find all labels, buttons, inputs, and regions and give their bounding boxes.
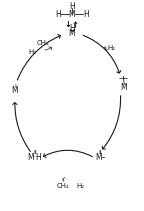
Text: M: M xyxy=(120,83,127,92)
Text: H: H xyxy=(69,24,75,32)
Text: II: II xyxy=(99,150,102,155)
Text: II: II xyxy=(33,150,37,155)
Text: H: H xyxy=(69,2,75,11)
Text: M·H: M·H xyxy=(28,153,42,162)
Text: I: I xyxy=(14,84,16,89)
Text: M–: M– xyxy=(95,153,106,162)
Text: H₂: H₂ xyxy=(108,45,116,51)
Text: CH₄: CH₄ xyxy=(37,40,50,46)
Text: H₂: H₂ xyxy=(28,49,36,55)
Text: M: M xyxy=(12,86,18,95)
Text: H₂: H₂ xyxy=(76,183,85,189)
Text: M: M xyxy=(69,29,75,38)
Text: M: M xyxy=(69,10,75,19)
Text: H: H xyxy=(55,10,61,19)
Text: CH₄: CH₄ xyxy=(57,183,70,189)
Text: \: \ xyxy=(122,76,125,87)
Text: H: H xyxy=(83,10,89,19)
Text: —: — xyxy=(119,74,128,83)
